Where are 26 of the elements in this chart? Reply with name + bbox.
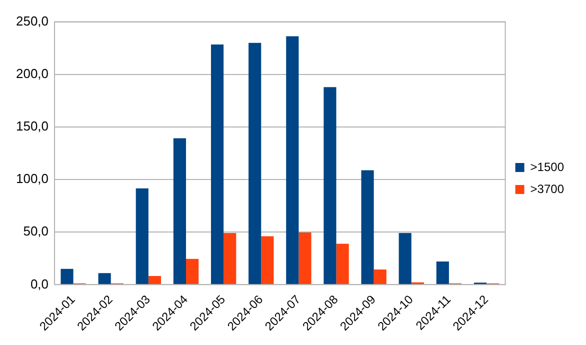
bar — [286, 36, 299, 284]
bar — [248, 42, 262, 284]
y-tick-label: 0,0 — [30, 276, 49, 292]
bar — [210, 44, 224, 284]
bar — [186, 258, 199, 284]
bar — [374, 270, 386, 284]
bar — [436, 262, 449, 284]
legend-label: >3700 — [530, 182, 564, 196]
bar — [148, 276, 162, 284]
y-tick-label: 200,0 — [16, 66, 49, 81]
bar — [98, 273, 111, 284]
bar — [60, 268, 74, 284]
bar — [398, 232, 412, 284]
bar — [336, 244, 349, 284]
bar — [173, 138, 186, 284]
y-tick-label: 150,0 — [16, 118, 49, 134]
legend-label: >1500 — [530, 160, 564, 174]
bar — [298, 232, 312, 284]
bar — [136, 188, 148, 284]
bar — [224, 232, 236, 284]
bar — [324, 87, 336, 284]
bar — [261, 236, 274, 284]
bar — [361, 170, 374, 284]
y-tick-label: 250,0 — [16, 13, 49, 28]
y-tick-label: 50,0 — [23, 224, 49, 239]
y-tick-label: 100,0 — [16, 171, 49, 186]
